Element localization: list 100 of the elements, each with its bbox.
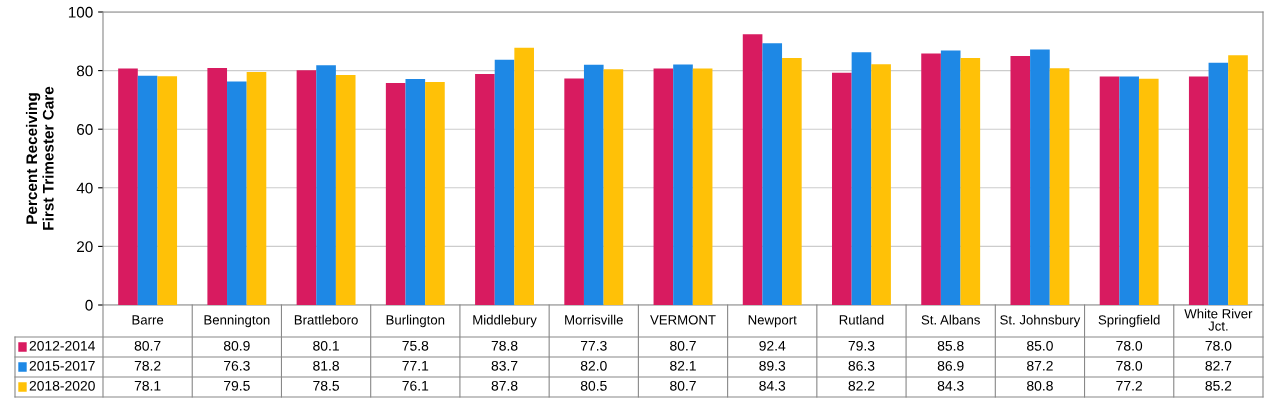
bar <box>1119 76 1139 305</box>
data-label: 79.5 <box>224 380 250 391</box>
data-label: 80.5 <box>580 380 607 391</box>
bar <box>227 81 247 305</box>
bar <box>475 74 495 305</box>
data-label: 81.8 <box>313 360 339 371</box>
bar <box>940 50 961 305</box>
bar <box>851 52 872 305</box>
data-label: 82.0 <box>580 360 607 371</box>
bar <box>1138 78 1159 305</box>
data-label: 78.0 <box>1116 340 1143 351</box>
data-label: 89.3 <box>759 360 786 371</box>
data-label: 78.0 <box>1116 360 1143 371</box>
legend-label: 2012-2014 <box>29 340 96 351</box>
bar <box>425 82 445 305</box>
x-tick-label: Springfield <box>1098 314 1160 328</box>
bar <box>514 47 534 305</box>
data-label: 77.1 <box>402 361 429 371</box>
bar <box>603 69 624 305</box>
data-label: 78.8 <box>491 340 518 351</box>
bar <box>157 76 178 305</box>
bar <box>1099 76 1120 305</box>
bar <box>494 59 515 305</box>
y-tick-label: 80 <box>76 65 93 77</box>
data-label: 76.1 <box>402 380 429 391</box>
data-label: 78.5 <box>313 380 340 391</box>
x-tick-label: Brattleboro <box>294 314 358 325</box>
data-label: 84.3 <box>937 380 964 391</box>
data-label: 80.8 <box>1027 380 1053 391</box>
y-tick-label: 0 <box>85 299 93 311</box>
bar <box>742 34 763 305</box>
bar <box>692 68 713 305</box>
bar <box>137 75 158 305</box>
x-tick-label: Rutland <box>839 314 884 325</box>
bar <box>960 58 981 305</box>
data-label: 77.2 <box>1116 380 1142 391</box>
legend-label: 2018-2020 <box>29 380 95 391</box>
data-label: 80.7 <box>670 340 696 351</box>
bar <box>118 68 138 305</box>
bar <box>871 64 891 305</box>
bar <box>207 67 228 305</box>
bar <box>296 70 317 305</box>
x-tick-label: Newport <box>748 315 797 328</box>
data-label: 85.8 <box>937 340 964 351</box>
bar <box>832 72 852 305</box>
data-label: 77.3 <box>580 340 607 351</box>
x-tick-label: St. Johnsbury <box>1000 314 1081 328</box>
bar <box>335 74 356 305</box>
bar <box>583 64 604 305</box>
y-tick-label: 40 <box>76 182 93 194</box>
x-tick-label: St. Albans <box>921 314 980 325</box>
bar <box>1010 55 1031 305</box>
data-label: 86.9 <box>937 360 964 371</box>
data-label: 80.7 <box>134 340 161 351</box>
x-tick-label: Middlebury <box>473 314 537 328</box>
bar <box>782 58 802 305</box>
bar <box>1208 62 1229 305</box>
data-label: 75.8 <box>402 340 429 351</box>
bar <box>564 78 584 305</box>
bar <box>316 65 336 305</box>
bar <box>1030 49 1050 305</box>
data-label: 92.4 <box>759 340 786 351</box>
y-tick-label: 20 <box>77 241 93 253</box>
data-label: 80.1 <box>313 340 339 351</box>
bar <box>653 68 674 305</box>
x-tick-label: White River Jct. <box>1184 308 1253 331</box>
data-label: 80.7 <box>670 380 696 391</box>
data-label: 79.3 <box>848 340 875 351</box>
y-tick-label: 60 <box>77 124 93 135</box>
data-label: 78.2 <box>134 360 161 371</box>
data-label: 82.2 <box>848 380 875 391</box>
bar <box>1049 68 1070 305</box>
data-label: 85.2 <box>1205 380 1232 391</box>
data-label: 83.7 <box>491 360 518 371</box>
data-label: 80.9 <box>223 340 250 351</box>
data-label: 78.0 <box>1205 340 1232 351</box>
x-tick-label: VERMONT <box>650 315 716 325</box>
x-tick-label: Burlington <box>386 314 445 328</box>
data-label: 76.3 <box>224 360 250 371</box>
bar <box>246 72 267 305</box>
data-label: 85.0 <box>1027 340 1053 351</box>
legend-label: 2015-2017 <box>29 360 95 371</box>
x-tick-label: Barre <box>132 315 164 325</box>
data-label: 82.7 <box>1205 360 1232 371</box>
data-label: 84.3 <box>759 380 786 391</box>
bar <box>921 53 941 305</box>
data-label: 87.2 <box>1027 360 1053 371</box>
data-label: 78.1 <box>134 380 161 391</box>
x-tick-label: Morrisville <box>565 314 623 325</box>
data-label: 86.3 <box>848 360 875 371</box>
bar <box>385 82 406 305</box>
bar <box>673 64 693 305</box>
bar <box>1228 55 1248 305</box>
bar <box>1188 76 1209 305</box>
data-label: 82.1 <box>670 360 696 371</box>
bar <box>762 43 783 305</box>
y-axis-title: Percent Receiving First Trimester Care <box>25 86 54 230</box>
data-label: 87.8 <box>491 380 518 391</box>
x-tick-label: Bennington <box>204 314 270 328</box>
y-tick-label: 100 <box>68 6 93 18</box>
